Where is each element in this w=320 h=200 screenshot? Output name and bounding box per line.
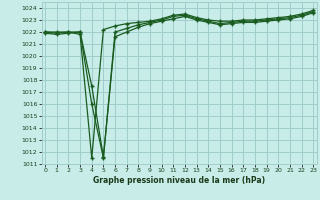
X-axis label: Graphe pression niveau de la mer (hPa): Graphe pression niveau de la mer (hPa) bbox=[93, 176, 265, 185]
